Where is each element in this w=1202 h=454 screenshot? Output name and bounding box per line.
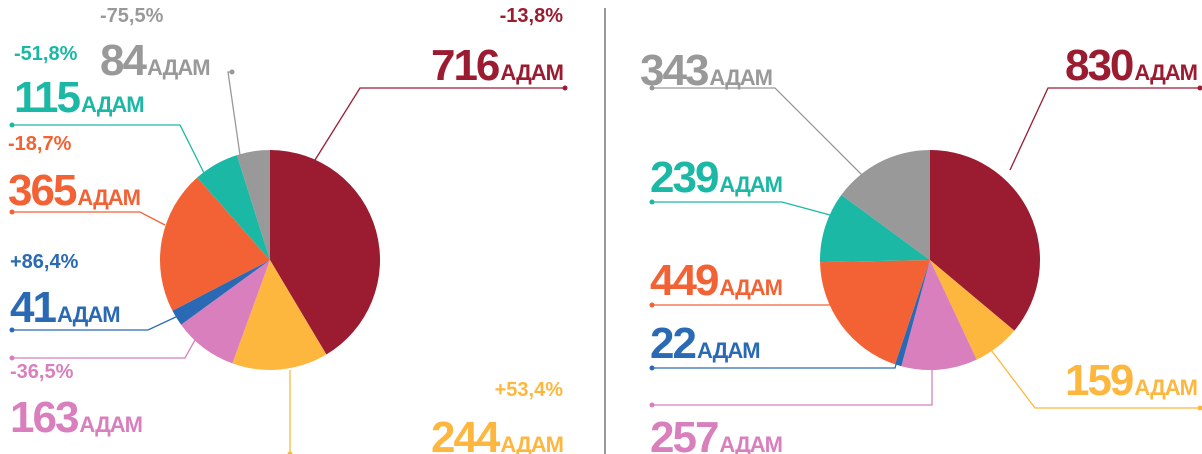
leader-dot: [649, 302, 655, 308]
leader-dot: [229, 69, 235, 75]
value-number: 163: [10, 393, 78, 442]
leader-dot: [562, 85, 568, 91]
value-unit: АДАМ: [500, 432, 563, 454]
pie-slice: [901, 260, 977, 370]
pie-slice: [820, 260, 930, 365]
leader-dot: [1197, 85, 1202, 91]
value-unit: АДАМ: [81, 92, 144, 117]
leader-dot: [9, 327, 15, 333]
value-unit: АДАМ: [147, 55, 210, 80]
change-label: -13,8%: [500, 5, 564, 27]
change-label: -36,5%: [10, 361, 74, 383]
value-unit: АДАМ: [1134, 60, 1197, 85]
pie-slice: [232, 260, 327, 370]
leader-dot: [1197, 405, 1202, 411]
value-unit: АДАМ: [500, 60, 563, 85]
pie-slice: [841, 150, 930, 260]
leader-line: [652, 368, 933, 406]
value-number: 22: [650, 319, 695, 368]
change-label: +86,4%: [10, 251, 79, 273]
value-label: 22АДАМ: [650, 319, 760, 368]
pie-slice: [930, 260, 1015, 360]
leader-dot: [649, 199, 655, 205]
pie-slice: [236, 150, 270, 260]
value-label: 257АДАМ: [650, 413, 782, 454]
value-label: 84АДАМ: [100, 36, 210, 85]
leader-line: [652, 291, 871, 306]
leader-line: [652, 357, 899, 369]
value-label: 244АДАМ: [431, 413, 563, 454]
change-label: +53,4%: [495, 379, 564, 401]
leader-line: [12, 124, 206, 176]
value-number: 239: [650, 153, 718, 202]
leader-line: [12, 211, 166, 226]
pie-slice: [930, 150, 1040, 331]
value-number: 257: [650, 413, 718, 454]
value-number: 41: [10, 283, 56, 332]
leader-dot: [649, 365, 655, 371]
value-label: 830АДАМ: [1065, 41, 1197, 90]
pie-slice: [172, 260, 270, 325]
value-number: 244: [431, 413, 501, 454]
value-unit: АДАМ: [719, 275, 782, 300]
leader-dot: [649, 85, 655, 91]
value-number: 449: [650, 256, 718, 305]
leader-line: [227, 71, 241, 156]
change-label: -51,8%: [14, 43, 78, 65]
value-label: 41АДАМ: [10, 283, 120, 332]
value-number: 716: [431, 41, 499, 90]
value-label: 159АДАМ: [1065, 356, 1197, 405]
leader-line: [652, 87, 863, 176]
value-label: 343АДАМ: [640, 46, 772, 95]
leader-line: [1009, 87, 1200, 171]
value-label: 449АДАМ: [650, 256, 782, 305]
pie-slice: [159, 177, 270, 311]
value-label: 163АДАМ: [10, 393, 142, 442]
pie-slice: [270, 150, 380, 355]
value-unit: АДАМ: [719, 432, 782, 454]
leader-line: [12, 315, 179, 331]
change-label: -18,7%: [8, 133, 72, 155]
change-label: -75,5%: [100, 5, 164, 27]
leader-dot: [649, 402, 655, 408]
leader-dot: [9, 122, 15, 128]
value-label: 115АДАМ: [14, 73, 144, 122]
value-number: 84: [100, 36, 147, 85]
value-label: 716АДАМ: [431, 41, 563, 90]
value-unit: АДАМ: [709, 65, 772, 90]
leader-line: [981, 337, 1200, 409]
value-unit: АДАМ: [79, 412, 142, 437]
value-number: 159: [1065, 356, 1133, 405]
leader-line: [652, 201, 831, 216]
leader-line: [314, 87, 565, 161]
leader-dot: [9, 209, 15, 215]
value-number: 365: [8, 166, 77, 215]
value-label: 365АДАМ: [8, 166, 140, 215]
value-unit: АДАМ: [697, 338, 760, 363]
leader-dot: [9, 355, 15, 361]
pie-slice: [894, 260, 930, 367]
pie-slice: [197, 155, 270, 260]
value-label: 239АДАМ: [650, 153, 782, 202]
value-number: 830: [1065, 41, 1133, 90]
value-unit: АДАМ: [719, 172, 782, 197]
value-unit: АДАМ: [77, 185, 140, 210]
value-unit: АДАМ: [57, 302, 120, 327]
pie-slice: [820, 194, 930, 263]
leader-dot: [287, 451, 293, 454]
leader-line: [12, 339, 196, 359]
value-number: 343: [640, 46, 708, 95]
value-number: 115: [14, 73, 81, 122]
value-unit: АДАМ: [1134, 375, 1197, 400]
pie-slice: [181, 260, 270, 364]
